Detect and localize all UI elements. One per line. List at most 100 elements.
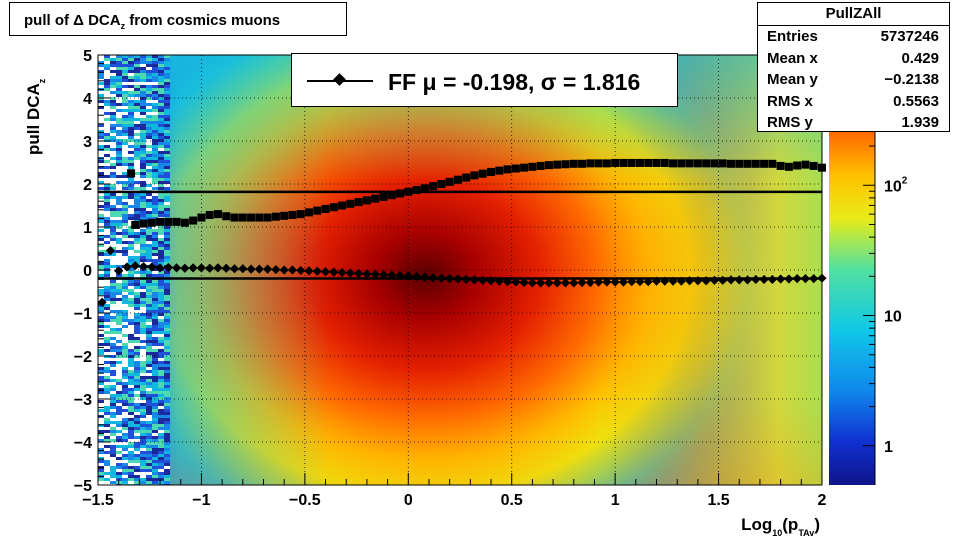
heatmap-cell xyxy=(164,322,170,325)
heatmap-cell xyxy=(134,181,140,184)
heatmap-cell xyxy=(140,316,146,319)
square-marker xyxy=(635,158,644,167)
heatmap-cell xyxy=(122,445,128,448)
heatmap-cell xyxy=(110,244,116,247)
heatmap-cell xyxy=(104,481,110,484)
heatmap-cell xyxy=(140,388,146,391)
y-tick-label: 5 xyxy=(83,48,92,65)
heatmap-cell xyxy=(158,439,164,442)
heatmap-cell xyxy=(128,229,134,232)
heatmap-cell xyxy=(116,76,122,79)
heatmap-cell xyxy=(98,163,104,166)
heatmap-cell xyxy=(146,286,152,289)
heatmap-cell xyxy=(116,208,122,211)
square-marker xyxy=(569,159,578,168)
heatmap-cell xyxy=(122,208,128,211)
heatmap-cell xyxy=(134,238,140,241)
heatmap-cell xyxy=(116,445,122,448)
heatmap-cell xyxy=(146,82,152,85)
heatmap-cell xyxy=(158,310,164,313)
heatmap-cell xyxy=(110,319,116,322)
square-marker xyxy=(420,184,429,193)
heatmap-cell xyxy=(110,79,116,82)
heatmap-cell xyxy=(122,262,128,265)
heatmap-cell xyxy=(98,274,104,277)
heatmap-cell xyxy=(110,235,116,238)
diamond-marker xyxy=(205,263,215,273)
heatmap-cell xyxy=(158,208,164,211)
heatmap-cell xyxy=(146,79,152,82)
heatmap-cell xyxy=(104,262,110,265)
heatmap-cell xyxy=(116,457,122,460)
heatmap-cell xyxy=(116,184,122,187)
diamond-marker xyxy=(238,264,248,274)
heatmap-cell xyxy=(152,424,158,427)
heatmap-cell xyxy=(152,427,158,430)
diamond-marker xyxy=(229,264,240,274)
heatmap-cell xyxy=(110,217,116,220)
heatmap-cell xyxy=(140,67,146,70)
heatmap-cell xyxy=(158,481,164,484)
heatmap-cell xyxy=(140,247,146,250)
heatmap-cell xyxy=(116,118,122,121)
heatmap-cell xyxy=(158,469,164,472)
heatmap-cell xyxy=(128,460,134,463)
heatmap-cell xyxy=(122,100,128,103)
heatmap-cell xyxy=(116,73,122,76)
heatmap-cell xyxy=(146,205,152,208)
heatmap-cell xyxy=(110,472,116,475)
heatmap-cell xyxy=(110,481,116,484)
heatmap-cell xyxy=(146,160,152,163)
heatmap-cell xyxy=(116,349,122,352)
heatmap-cell xyxy=(98,61,104,64)
heatmap-cell xyxy=(140,448,146,451)
heatmap-cell xyxy=(164,70,170,73)
heatmap-cell xyxy=(146,154,152,157)
heatmap-cell xyxy=(98,349,104,352)
heatmap-cell xyxy=(134,316,140,319)
heatmap-cell xyxy=(116,61,122,64)
heatmap-cell xyxy=(152,286,158,289)
heatmap-cell xyxy=(146,100,152,103)
heatmap-cell xyxy=(110,358,116,361)
heatmap-cell xyxy=(104,172,110,175)
heatmap-cell xyxy=(158,130,164,133)
heatmap-cell xyxy=(104,286,110,289)
heatmap-cell xyxy=(116,289,122,292)
heatmap-cell xyxy=(104,235,110,238)
heatmap-cell xyxy=(158,475,164,478)
heatmap-cell xyxy=(98,400,104,403)
heatmap-cell xyxy=(134,79,140,82)
heatmap-cell xyxy=(104,112,110,115)
heatmap-cell xyxy=(158,232,164,235)
diamond-marker xyxy=(337,267,347,278)
heatmap-cell xyxy=(98,418,104,421)
heatmap-cell xyxy=(134,403,140,406)
square-marker xyxy=(127,169,136,178)
heatmap-cell xyxy=(122,151,128,154)
heatmap-cell xyxy=(146,289,152,292)
heatmap-cell xyxy=(122,292,128,295)
diamond-marker xyxy=(329,267,339,277)
heatmap-cell xyxy=(104,319,110,322)
heatmap-cell xyxy=(164,55,170,58)
heatmap-cell xyxy=(152,121,158,124)
heatmap-cell xyxy=(140,103,146,106)
diamond-marker xyxy=(411,271,422,282)
heatmap-cell xyxy=(140,382,146,385)
square-marker xyxy=(222,212,231,221)
heatmap-cell xyxy=(98,142,104,145)
heatmap-cell xyxy=(122,214,128,217)
heatmap-cell xyxy=(146,424,152,427)
heatmap-cell xyxy=(140,394,146,397)
heatmap-cell xyxy=(110,160,116,163)
heatmap-cell xyxy=(134,58,140,61)
heatmap-cell xyxy=(158,82,164,85)
heatmap-cell xyxy=(140,175,146,178)
heatmap-cell xyxy=(146,67,152,70)
heatmap-cell xyxy=(122,196,128,199)
heatmap-cell xyxy=(164,319,170,322)
heatmap-cell xyxy=(98,334,104,337)
heatmap-cell xyxy=(98,331,104,334)
heatmap-cell xyxy=(116,205,122,208)
